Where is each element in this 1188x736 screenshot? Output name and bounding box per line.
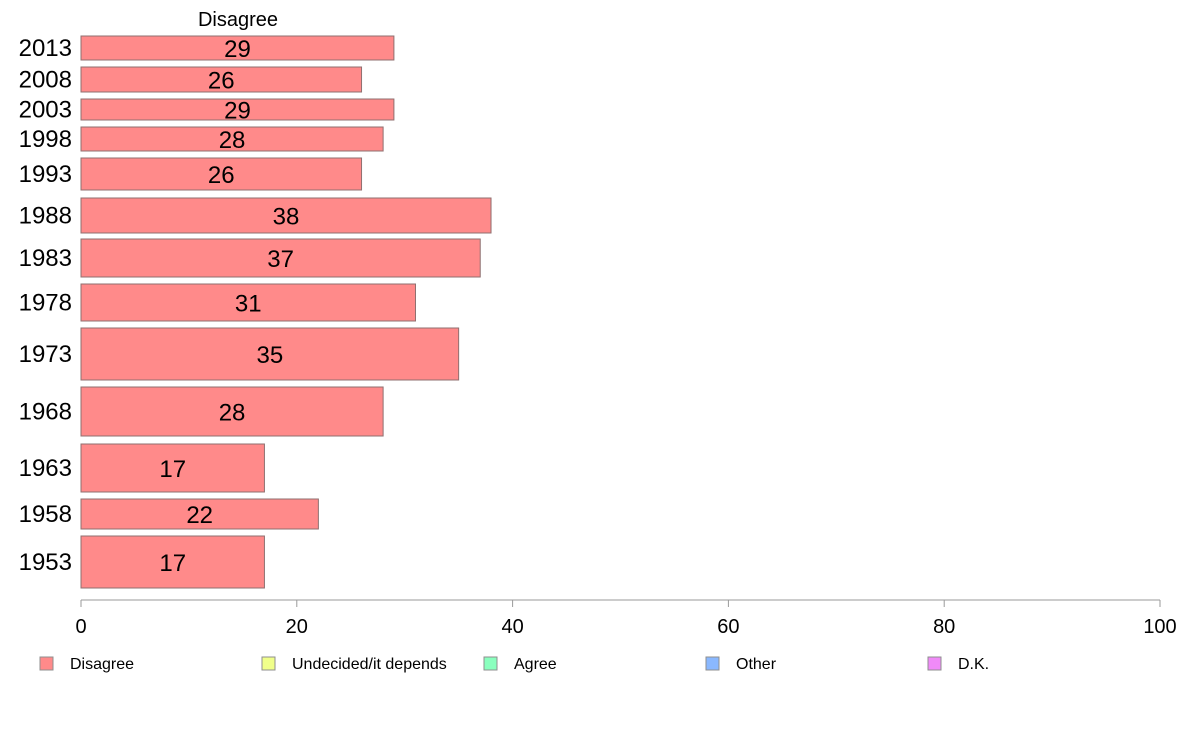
bar-disagree-1958 bbox=[80, 498, 319, 530]
data-label-1978: 31 bbox=[235, 291, 262, 318]
legend-swatch-d-k- bbox=[927, 656, 942, 671]
data-label-1953: 17 bbox=[159, 550, 186, 577]
data-label-1983: 37 bbox=[267, 246, 294, 273]
data-label-1998: 28 bbox=[219, 127, 246, 154]
legend-swatch-disagree bbox=[39, 656, 54, 671]
bar-disagree-1973 bbox=[80, 327, 460, 381]
x-axis: 0 20 40 60 80 100 bbox=[75, 599, 1177, 638]
y-tick-label-1958: 1958 bbox=[19, 501, 72, 528]
bar-disagree-2008 bbox=[80, 66, 363, 93]
x-tick-label-40: 40 bbox=[501, 616, 523, 638]
x-tick-label-60: 60 bbox=[717, 616, 739, 638]
data-label-1973: 35 bbox=[256, 342, 283, 369]
y-tick-label-2008: 2008 bbox=[19, 67, 72, 94]
legend-label-undecided-it-depends: Undecided/it depends bbox=[292, 656, 447, 673]
legend-swatch-undecided-it-depends bbox=[261, 656, 276, 671]
y-tick-label-1968: 1968 bbox=[19, 399, 72, 426]
legend-label-agree: Agree bbox=[514, 656, 557, 673]
bar-disagree-1993 bbox=[80, 157, 363, 191]
legend-swatch-other bbox=[705, 656, 720, 671]
data-label-1988: 38 bbox=[273, 204, 300, 231]
data-label-2003: 29 bbox=[224, 98, 251, 125]
legend-label-d-k-: D.K. bbox=[958, 656, 989, 673]
y-tick-label-2003: 2003 bbox=[19, 97, 72, 124]
data-label-2013: 29 bbox=[224, 36, 251, 63]
y-tick-label-1978: 1978 bbox=[19, 290, 72, 317]
bar-disagree-1983 bbox=[80, 238, 481, 278]
legend: Disagree Undecided/it depends Agree Other D.… bbox=[39, 656, 989, 673]
y-tick-label-1988: 1988 bbox=[19, 203, 72, 230]
data-label-1968: 28 bbox=[219, 400, 246, 427]
legend-swatch-agree bbox=[483, 656, 498, 671]
y-tick-label-1998: 1998 bbox=[19, 126, 72, 153]
y-tick-label-1953: 1953 bbox=[19, 549, 72, 576]
bars-group bbox=[80, 35, 492, 589]
bar-disagree-1988 bbox=[80, 197, 492, 234]
y-tick-label-2013: 2013 bbox=[19, 35, 72, 62]
bar-disagree-1968 bbox=[80, 386, 384, 437]
column-title: Disagree bbox=[198, 9, 278, 31]
legend-label-other: Other bbox=[736, 656, 777, 673]
y-tick-label-1993: 1993 bbox=[19, 161, 72, 188]
bar-disagree-1998 bbox=[80, 126, 384, 152]
data-label-1958: 22 bbox=[186, 502, 213, 529]
data-label-1963: 17 bbox=[159, 456, 186, 483]
x-tick-label-100: 100 bbox=[1143, 616, 1176, 638]
legend-label-disagree: Disagree bbox=[70, 656, 134, 673]
bar-disagree-1978 bbox=[80, 283, 416, 322]
y-tick-label-1973: 1973 bbox=[19, 341, 72, 368]
x-tick-label-20: 20 bbox=[286, 616, 308, 638]
bar-disagree-2003 bbox=[80, 98, 395, 121]
y-tick-label-1983: 1983 bbox=[19, 245, 72, 272]
x-tick-label-80: 80 bbox=[933, 616, 955, 638]
data-label-2008: 26 bbox=[208, 68, 235, 95]
data-label-1993: 26 bbox=[208, 162, 235, 189]
bar-disagree-2013 bbox=[80, 35, 395, 61]
x-tick-label-0: 0 bbox=[75, 616, 86, 638]
y-tick-label-1963: 1963 bbox=[19, 455, 72, 482]
bar-disagree-1963 bbox=[80, 443, 265, 493]
bar-disagree-1953 bbox=[80, 535, 265, 589]
